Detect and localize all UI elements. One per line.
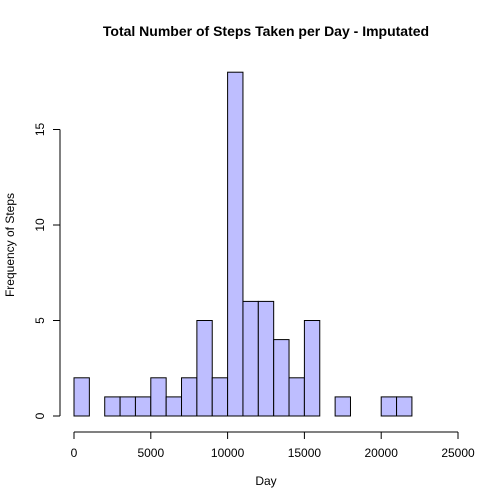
- histogram-bar-14: [288, 377, 305, 417]
- x-axis-label: Day: [255, 474, 276, 488]
- y-axis: 0 5 10 15: [33, 123, 61, 419]
- x-tick-label-4: 20000: [365, 446, 399, 460]
- histogram-bar-6: [165, 396, 183, 417]
- histogram-bar-0: [73, 377, 90, 417]
- histogram-bar-20: [380, 396, 398, 417]
- histogram-bar-13: [273, 339, 290, 417]
- histogram-bar-15: [303, 320, 321, 417]
- x-tick-label-5: 25000: [441, 446, 475, 460]
- y-tick-label-2: 10: [33, 218, 47, 232]
- histogram-bar-17: [334, 396, 351, 417]
- x-tick-label-3: 15000: [288, 446, 322, 460]
- histogram-bar-8: [196, 320, 213, 417]
- histogram-bar-3: [119, 396, 136, 417]
- histogram-bar-2: [104, 396, 121, 417]
- x-tick-label-0: 0: [71, 446, 78, 460]
- chart-title: Total Number of Steps Taken per Day - Im…: [103, 23, 429, 39]
- bars-group: [73, 71, 413, 417]
- histogram-bar-9: [211, 377, 229, 417]
- x-tick-label-1: 5000: [137, 446, 164, 460]
- histogram-bar-11: [242, 300, 259, 417]
- y-tick-label-0: 0: [33, 412, 47, 419]
- x-axis: 0 5000 10000 15000 20000 25000: [71, 431, 475, 460]
- y-tick-label-3: 15: [33, 123, 47, 137]
- y-axis-label: Frequency of Steps: [3, 193, 17, 297]
- histogram-bar-21: [396, 396, 413, 417]
- histogram-bar-5: [150, 377, 167, 417]
- histogram-bar-7: [181, 377, 198, 417]
- histogram-bar-10: [227, 71, 244, 417]
- histogram-bar-12: [257, 300, 275, 417]
- y-tick-label-1: 5: [33, 317, 47, 324]
- histogram-bar-4: [134, 396, 152, 417]
- x-tick-label-2: 10000: [211, 446, 245, 460]
